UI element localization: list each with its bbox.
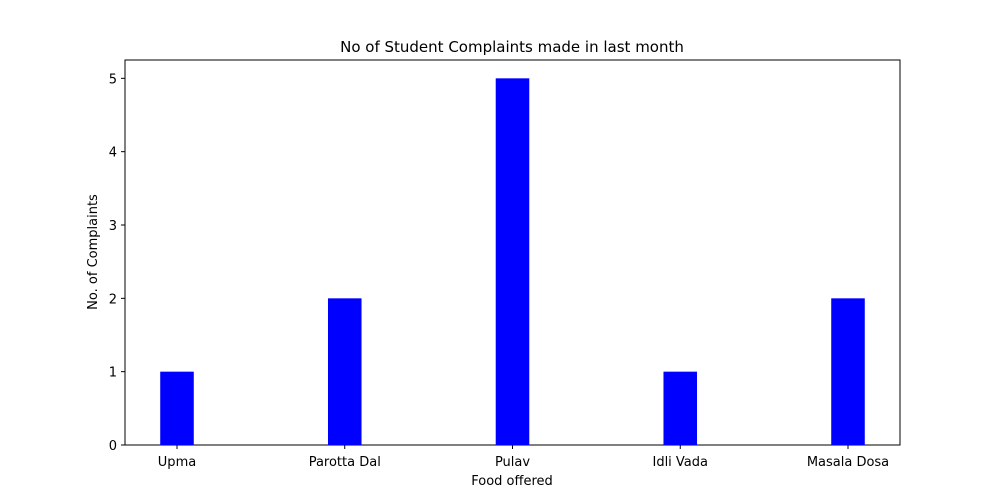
x-tick-label: Upma	[158, 455, 196, 470]
x-tick-label: Masala Dosa	[807, 455, 889, 470]
x-tick-label: Idli Vada	[652, 455, 708, 470]
y-tick-label: 5	[109, 72, 117, 87]
bar	[327, 298, 362, 445]
y-axis-ticks: 0 1 2 3 4 5	[109, 72, 125, 454]
y-tick-label: 0	[109, 439, 117, 454]
bar	[160, 371, 194, 445]
x-axis-label: Food offered	[471, 474, 553, 489]
bar	[663, 371, 698, 445]
x-tick-label: Pulav	[495, 455, 530, 470]
y-tick-label: 3	[109, 219, 117, 234]
y-tick-label: 4	[109, 146, 117, 161]
bar	[831, 298, 865, 445]
y-tick-label: 2	[109, 292, 117, 307]
x-tick-label: Parotta Dal	[309, 455, 381, 470]
plot-area: 0 1 2 3 4 5 Upma Parotta Dal Pulav Idli Vada Masa…	[109, 59, 901, 470]
bar	[495, 78, 530, 445]
bars-group	[160, 78, 865, 445]
y-axis-label: No. of Complaints	[86, 194, 101, 310]
y-tick-label: 1	[109, 366, 117, 381]
chart-title: No of Student Complaints made in last mo…	[340, 38, 684, 56]
x-axis-ticks: Upma Parotta Dal Pulav Idli Vada Masala Dosa	[158, 445, 889, 470]
